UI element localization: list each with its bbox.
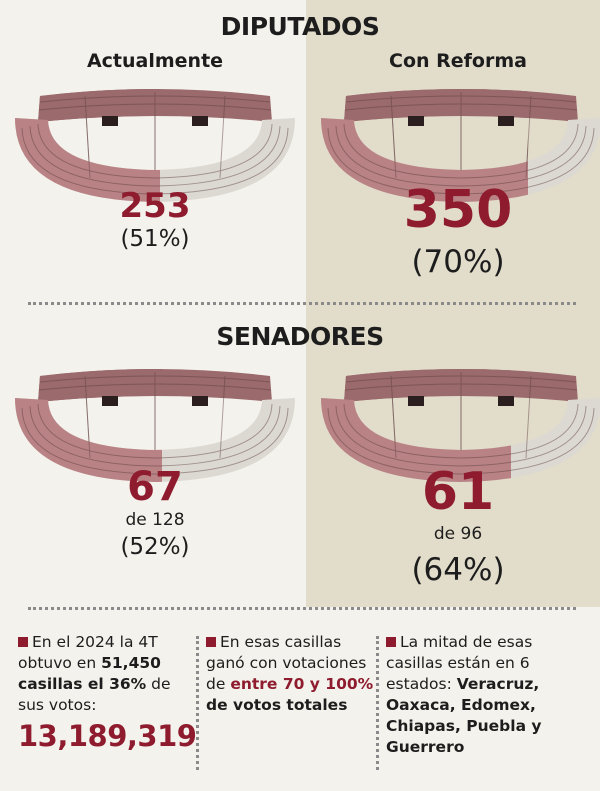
note: En el 2024 la 4T obtuvo en 51,450 casill… bbox=[18, 632, 196, 754]
note-figure: entre 70 y 100% bbox=[230, 675, 373, 693]
percent: (52%) bbox=[10, 534, 300, 560]
divider bbox=[28, 607, 576, 610]
column-label: Actualmente bbox=[10, 50, 300, 72]
note-highlight: de votos totales bbox=[206, 696, 347, 714]
column-label: Con Reforma bbox=[316, 50, 600, 72]
percent: (70%) bbox=[316, 244, 600, 280]
divider bbox=[28, 302, 576, 305]
seats: 61 bbox=[316, 462, 600, 522]
divider bbox=[376, 636, 379, 770]
seat-total: de 96 bbox=[316, 524, 600, 544]
page: DIPUTADOS Actualmente Con Reforma 253 (5… bbox=[0, 0, 600, 791]
seats: 67 bbox=[10, 464, 300, 510]
seat-total: de 128 bbox=[10, 510, 300, 530]
note: La mitad de esas casillas están en 6 est… bbox=[386, 632, 592, 758]
percent: (64%) bbox=[316, 552, 600, 588]
percent: (51%) bbox=[10, 226, 300, 252]
section-title: DIPUTADOS bbox=[0, 12, 600, 41]
note-figure: 13,189,319 bbox=[18, 718, 196, 754]
divider bbox=[196, 636, 199, 770]
seats: 253 bbox=[10, 186, 300, 226]
note: En esas casillas ganó con votaciones de … bbox=[206, 632, 374, 716]
seats: 350 bbox=[316, 180, 600, 240]
section-title: SENADORES bbox=[0, 322, 600, 351]
